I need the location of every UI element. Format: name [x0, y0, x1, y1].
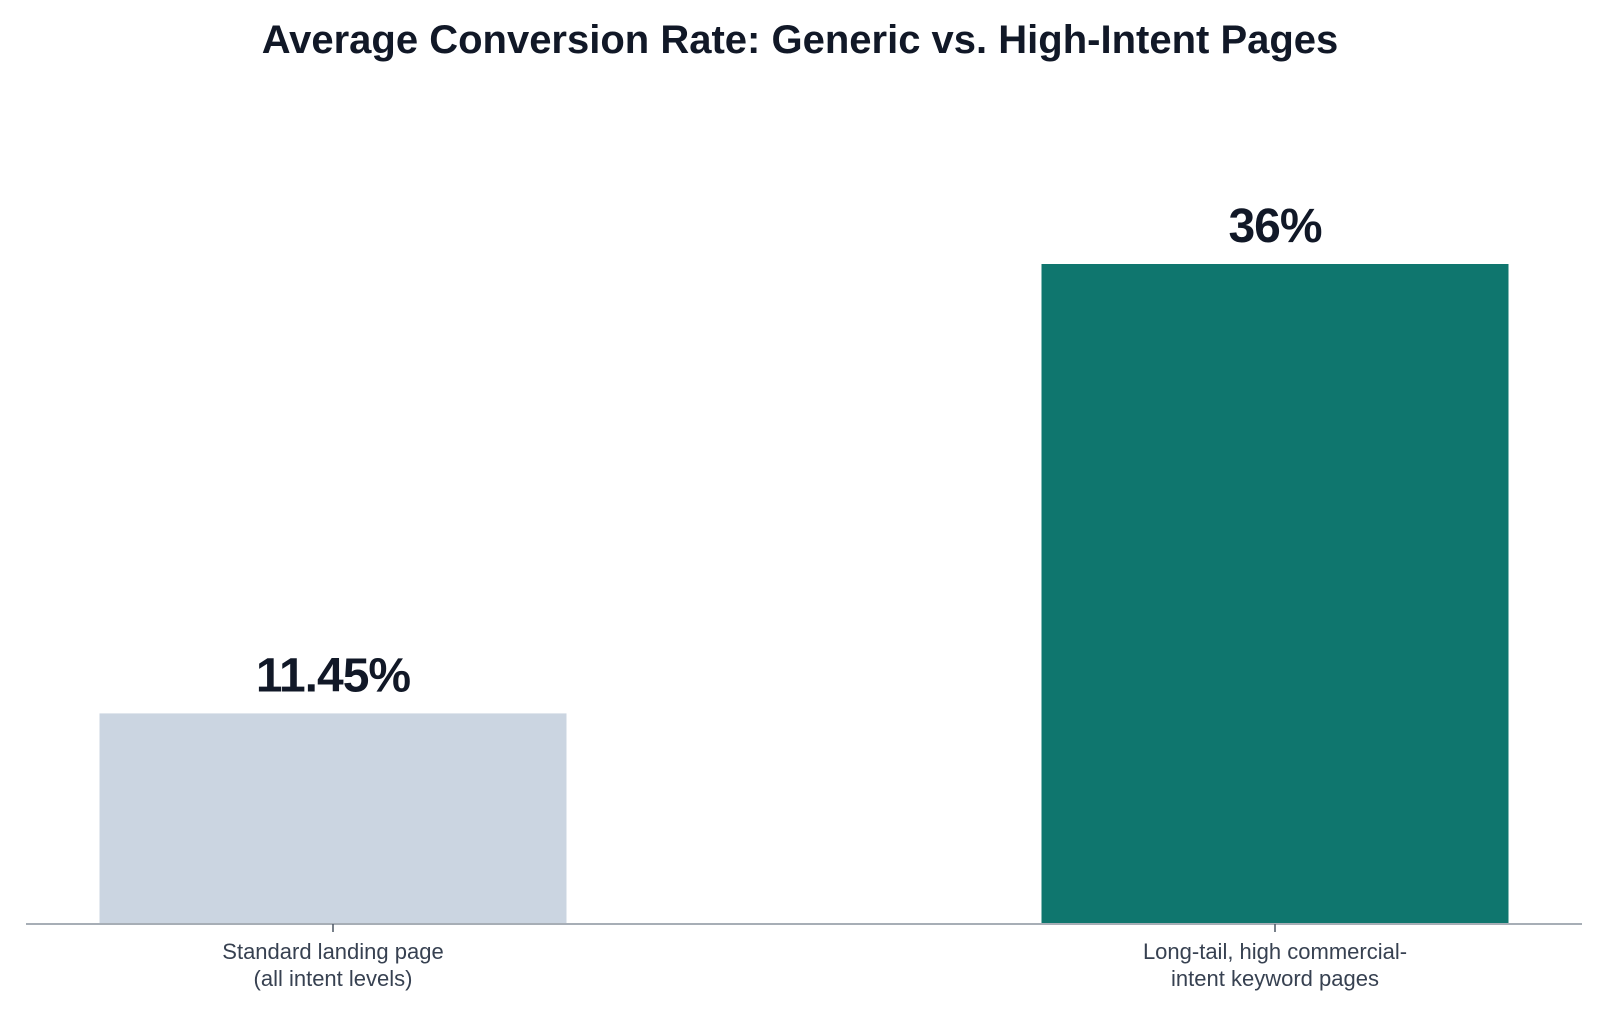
bars-layer: [99, 264, 1509, 923]
x-tick-label-line: (all intent levels): [254, 966, 413, 991]
labels-layer: 11.45% Standard landing page (all intent l…: [222, 200, 1407, 991]
x-tick-label-line: Long-tail, high commercial-: [1143, 939, 1407, 964]
x-tick-label-0: Standard landing page (all intent levels): [222, 939, 443, 991]
bar-value-label-1: 36%: [1228, 200, 1321, 253]
bar-value-label-0: 11.45%: [256, 649, 410, 702]
x-tick-label-1: Long-tail, high commercial-intent keywor…: [1143, 939, 1407, 991]
chart-title: Average Conversion Rate: Generic vs. Hig…: [261, 18, 1339, 62]
bar-1: [1041, 264, 1509, 923]
x-tick-label-line: Standard landing page: [222, 939, 443, 964]
bar-0: [99, 713, 567, 923]
ticks-layer: [332, 924, 1276, 932]
x-tick-label-line: intent keyword pages: [1171, 966, 1379, 991]
